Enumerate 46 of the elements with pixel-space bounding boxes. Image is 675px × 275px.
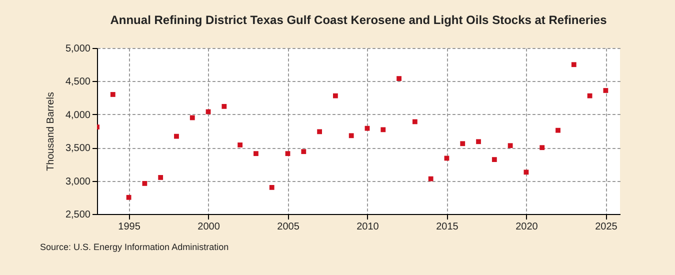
- y-tick-label: 5,000: [65, 44, 91, 54]
- y-tick-label: 4,000: [65, 110, 91, 121]
- point: [476, 139, 481, 144]
- point: [603, 88, 608, 93]
- point: [174, 134, 179, 139]
- point: [269, 184, 274, 190]
- point: [285, 151, 290, 156]
- point: [142, 181, 148, 186]
- point: [587, 93, 592, 98]
- x-tick-label: 2010: [356, 222, 380, 232]
- point: [508, 143, 513, 148]
- source-note: Source: U.S. Energy Information Administration: [40, 242, 229, 252]
- x-tick-label: 2020: [516, 222, 538, 232]
- point: [317, 129, 322, 134]
- point: [254, 151, 258, 156]
- point: [492, 157, 497, 162]
- point: [524, 170, 529, 175]
- point: [428, 176, 434, 182]
- point: [110, 92, 116, 97]
- point: [460, 141, 466, 146]
- point: [222, 104, 227, 109]
- point: [396, 76, 402, 81]
- point: [158, 175, 164, 180]
- y-tick-label: 4,500: [65, 76, 91, 88]
- point: [571, 62, 576, 68]
- x-tick-label: 2005: [277, 222, 300, 232]
- x-tick-label: 2015: [436, 222, 459, 232]
- x-tick-label: 1995: [118, 222, 141, 232]
- chart-title: Annual Refining District Texas Gulf Coast Kerosene and Light Oils Stocks at Refineries: [110, 13, 608, 27]
- point: [126, 194, 132, 200]
- point: [190, 115, 195, 120]
- point: [380, 127, 386, 132]
- point: [333, 93, 338, 98]
- x-tick-label: 2025: [595, 222, 618, 232]
- point: [348, 133, 354, 138]
- point: [556, 128, 560, 133]
- y-tick-label: 3,000: [65, 176, 91, 188]
- y-tick-label: 2,500: [65, 210, 91, 220]
- point: [412, 119, 418, 124]
- y-tick-label: 3,500: [65, 143, 91, 154]
- y-axis-title: Thousand Barrels: [45, 92, 56, 171]
- point: [364, 126, 370, 131]
- x-tick-label: 2000: [198, 222, 220, 232]
- point: [238, 142, 243, 148]
- point: [540, 145, 545, 150]
- point: [301, 149, 306, 154]
